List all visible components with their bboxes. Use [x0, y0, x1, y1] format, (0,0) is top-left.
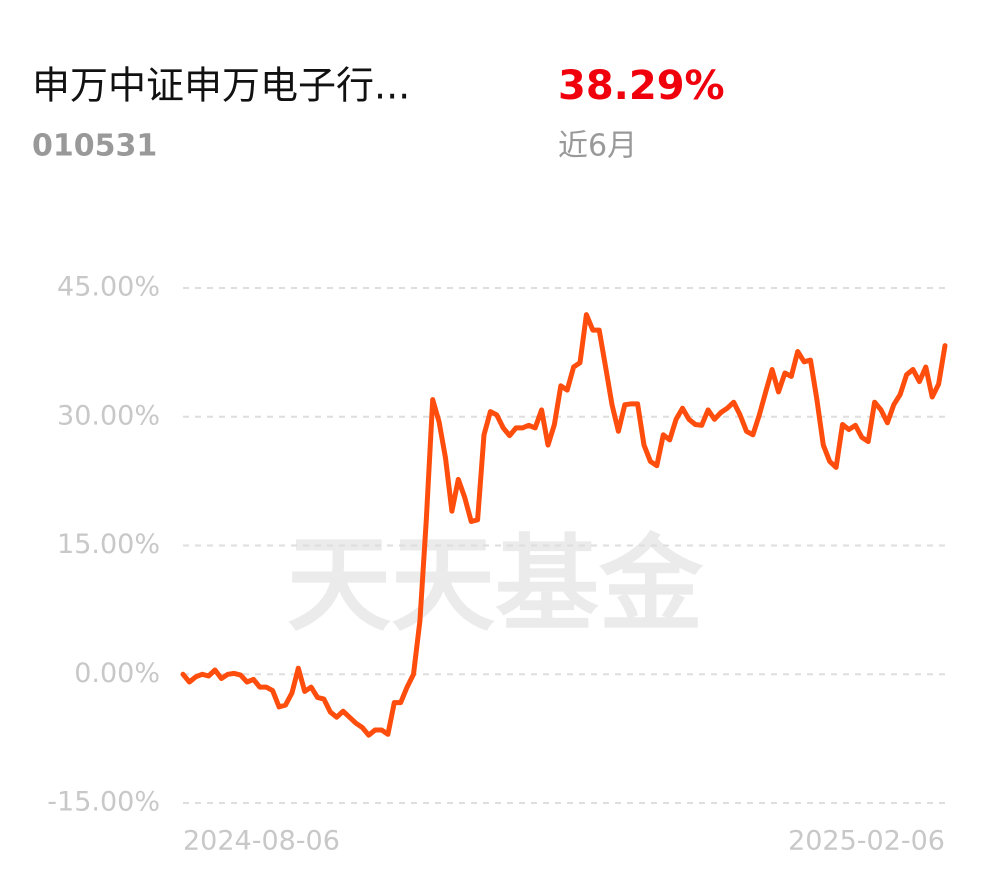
y-tick-label: 0.00%	[74, 658, 160, 689]
price-line	[180, 312, 948, 738]
x-tick-label: 2025-02-06	[788, 826, 945, 857]
y-tick-label: -15.00%	[47, 787, 160, 818]
y-tick-label: 15.00%	[57, 529, 160, 560]
return-value: 38.29%	[558, 63, 725, 109]
watermark: 天天基金	[287, 523, 704, 645]
period-label: 近6月	[558, 129, 637, 164]
y-tick-label: 30.00%	[57, 400, 160, 431]
x-tick-label: 2024-08-06	[183, 826, 340, 857]
fund-code: 010531	[32, 129, 157, 164]
fund-title: 申万中证申万电子行...	[32, 64, 410, 108]
y-tick-label: 45.00%	[57, 272, 160, 303]
